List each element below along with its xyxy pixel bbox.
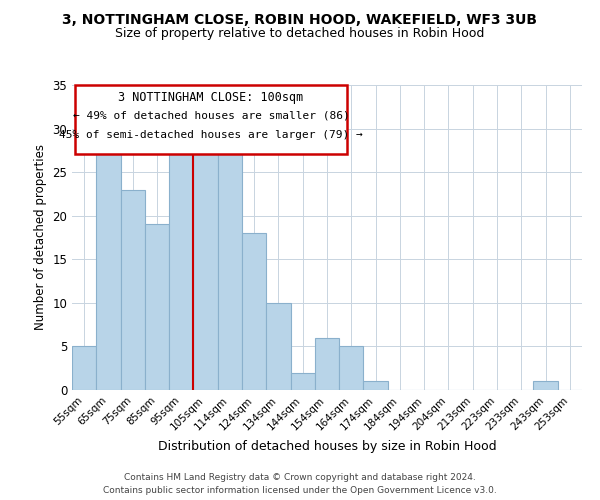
- Text: ← 49% of detached houses are smaller (86): ← 49% of detached houses are smaller (86…: [73, 111, 349, 121]
- Bar: [364, 382, 388, 390]
- Bar: [96, 146, 121, 390]
- FancyBboxPatch shape: [74, 85, 347, 154]
- Bar: [193, 138, 218, 390]
- Text: Size of property relative to detached houses in Robin Hood: Size of property relative to detached ho…: [115, 28, 485, 40]
- Text: Contains HM Land Registry data © Crown copyright and database right 2024.: Contains HM Land Registry data © Crown c…: [124, 472, 476, 482]
- Text: 3, NOTTINGHAM CLOSE, ROBIN HOOD, WAKEFIELD, WF3 3UB: 3, NOTTINGHAM CLOSE, ROBIN HOOD, WAKEFIE…: [62, 12, 538, 26]
- Text: 3 NOTTINGHAM CLOSE: 100sqm: 3 NOTTINGHAM CLOSE: 100sqm: [118, 91, 304, 104]
- Bar: [145, 224, 169, 390]
- Text: Contains public sector information licensed under the Open Government Licence v3: Contains public sector information licen…: [103, 486, 497, 495]
- Bar: [533, 382, 558, 390]
- Bar: [218, 146, 242, 390]
- Bar: [315, 338, 339, 390]
- X-axis label: Distribution of detached houses by size in Robin Hood: Distribution of detached houses by size …: [158, 440, 496, 453]
- Bar: [266, 303, 290, 390]
- Bar: [72, 346, 96, 390]
- Bar: [169, 138, 193, 390]
- Text: 45% of semi-detached houses are larger (79) →: 45% of semi-detached houses are larger (…: [59, 130, 363, 140]
- Bar: [339, 346, 364, 390]
- Y-axis label: Number of detached properties: Number of detached properties: [34, 144, 47, 330]
- Bar: [121, 190, 145, 390]
- Bar: [290, 372, 315, 390]
- Bar: [242, 233, 266, 390]
